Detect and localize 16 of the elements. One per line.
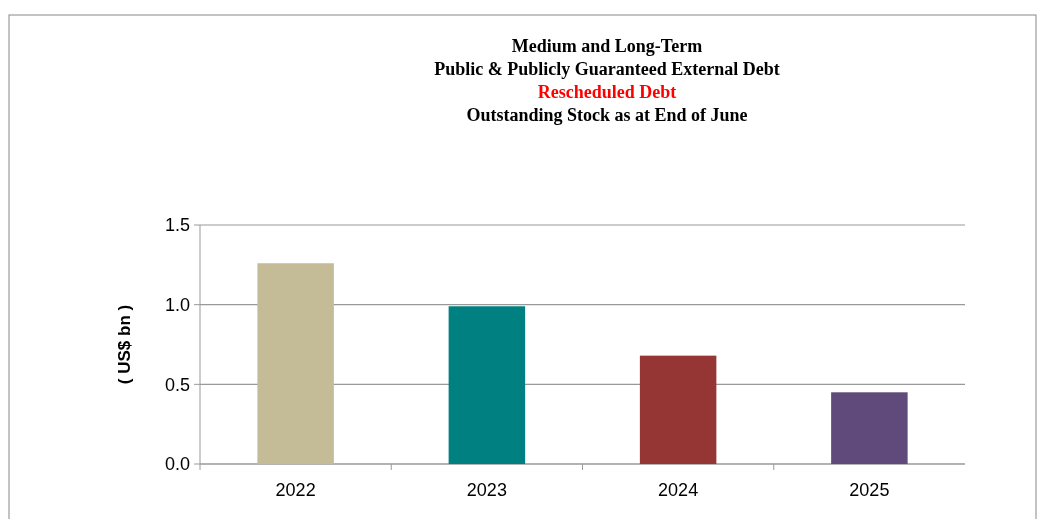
y-axis-title: ( US$ bn )	[115, 304, 134, 385]
x-tick-label: 2022	[275, 480, 316, 500]
bar	[831, 392, 908, 464]
text: Outstanding Stock as at End of June	[466, 105, 748, 125]
chart-title: Medium and Long-Term Public & Publicly Guaranteed External Debt	[434, 36, 780, 79]
y-tick-label: 1.0	[164, 294, 190, 315]
x-tick-label: 2023	[466, 480, 507, 500]
y-tick-label: 1.5	[164, 215, 190, 236]
x-tick-label: 2024	[658, 480, 699, 500]
bar	[639, 355, 717, 464]
x-tick-label: 2025	[849, 480, 890, 500]
bar	[257, 263, 334, 464]
bar	[448, 306, 526, 464]
y-tick-label: 0.0	[164, 454, 190, 475]
y-tick-label: 0.5	[164, 374, 190, 395]
chart-subtitle: Rescheduled Debt	[537, 82, 677, 102]
